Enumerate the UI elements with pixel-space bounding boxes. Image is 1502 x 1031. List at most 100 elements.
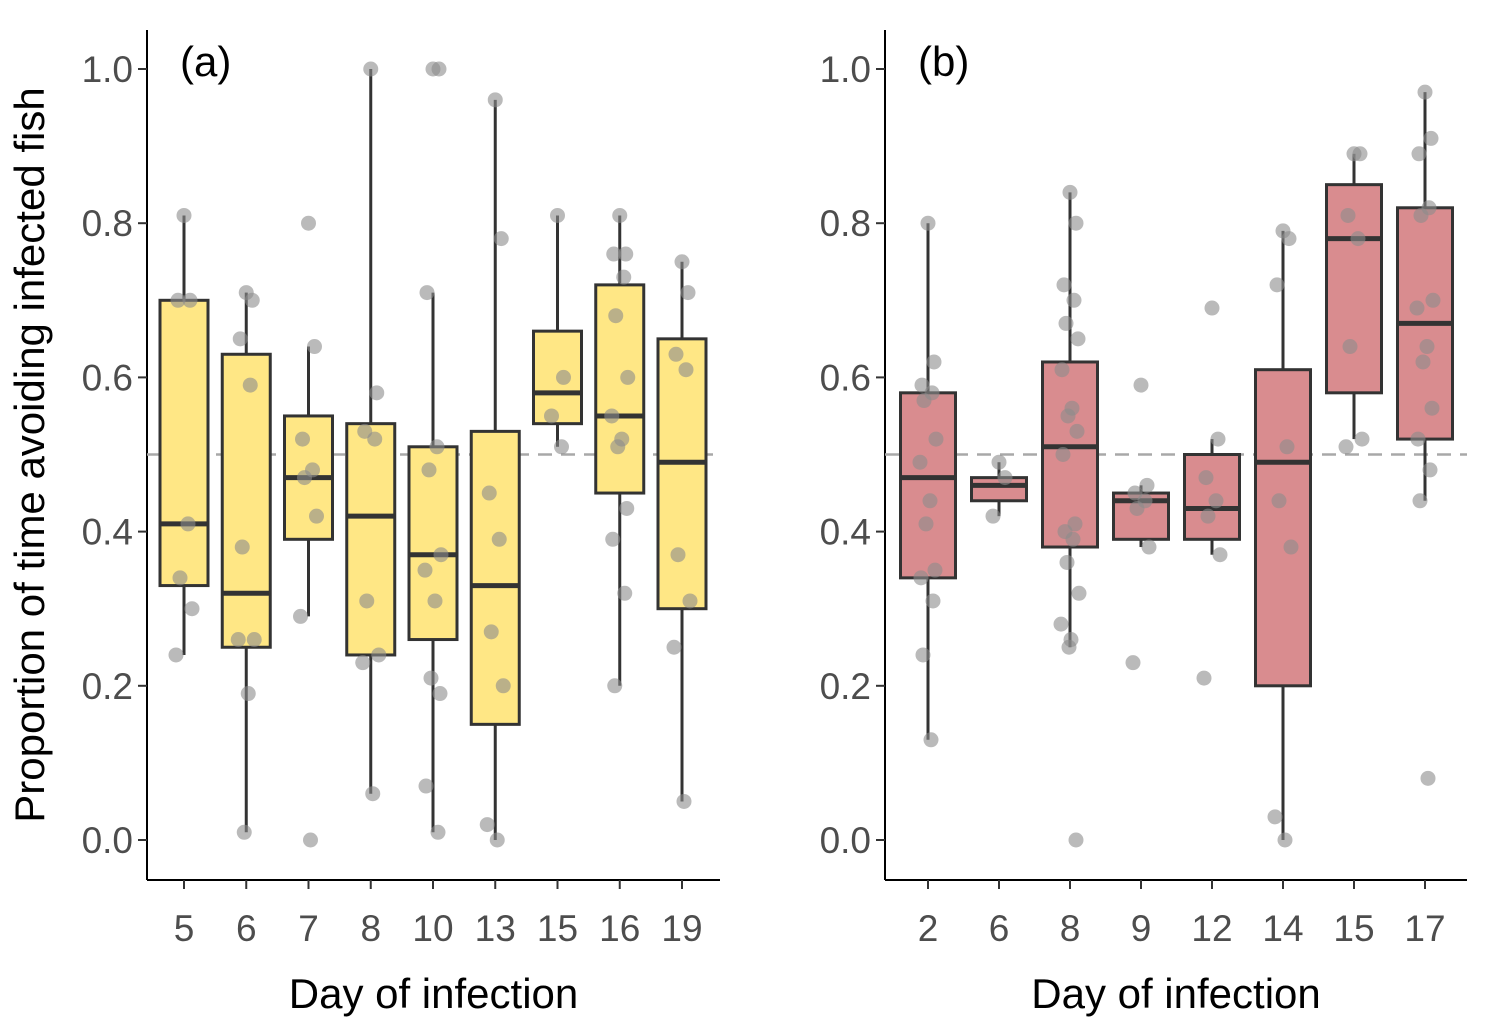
data-point [481,485,497,501]
panel-a: 0.0 0.2 0.4 0.6 0.8 1.0 5 6 7 8 10 13 15 16 19 Day of i… [82,30,720,1017]
data-point [1338,439,1354,455]
y-tick-label: 0.6 [82,357,133,398]
y-tick-label: 0.6 [820,357,871,398]
y-tick-label: 0.0 [82,820,133,861]
data-point [678,362,694,378]
data-point [1269,277,1285,293]
data-point [1283,539,1299,555]
data-point [1133,377,1149,393]
y-tick-label: 0.2 [820,666,871,707]
data-point [230,632,246,648]
data-point [1204,300,1220,316]
data-point [1196,670,1212,686]
data-point [1061,639,1077,655]
data-point [1139,477,1155,493]
data-point [1419,339,1435,355]
data-point [236,824,252,840]
y-tick-label: 0.0 [820,820,871,861]
data-point [1340,207,1356,223]
x-tick-label: 13 [475,908,516,949]
data-point [1354,431,1370,447]
x-tick-label: 12 [1191,908,1232,949]
data-point [180,516,196,532]
data-point [670,547,686,563]
box-10 [407,292,459,833]
box-8 [345,69,397,794]
data-point [1069,423,1085,439]
data-point [918,516,934,532]
data-point [421,462,437,478]
box-19 [656,261,708,802]
y-tick-label: 1.0 [82,49,133,90]
x-tick-label: 15 [1333,908,1374,949]
y-tick-label: 0.4 [820,512,871,553]
y-tick-label: 0.8 [82,203,133,244]
box-rect [220,352,272,649]
data-point [244,292,260,308]
data-point [1412,493,1428,509]
data-point [429,439,445,455]
data-point [920,215,936,231]
data-point [182,292,198,308]
data-point [922,493,938,509]
data-point [184,601,200,617]
data-point [1125,655,1141,671]
data-point [1277,832,1293,848]
box-6 [970,462,1028,517]
box-rect [345,422,397,657]
data-point [554,439,569,455]
data-point [1070,331,1086,347]
x-axis-title: Day of infection [1031,970,1321,1017]
data-point [668,346,684,362]
data-point [170,292,186,308]
box-14 [1254,230,1312,840]
data-point [1352,146,1368,162]
data-point [927,562,943,578]
data-point [1281,231,1297,247]
x-tick-label: 9 [1131,908,1152,949]
data-point [1053,616,1069,632]
box-rect [594,283,646,495]
data-point [489,832,505,848]
data-point [928,431,944,447]
data-point [303,832,318,848]
data-point [479,817,495,833]
data-point [1417,84,1433,100]
panel-label: (a) [180,38,231,85]
x-tick-label: 19 [661,908,702,949]
data-point [1271,493,1287,509]
data-point [925,593,941,609]
data-point [1279,439,1295,455]
data-point [619,500,635,516]
x-tick-label: 6 [989,908,1010,949]
x-tick-label: 2 [918,908,939,949]
box-rect [656,337,708,611]
data-point [607,678,623,694]
data-point [371,647,387,663]
data-point [1350,231,1366,247]
data-point [418,778,434,794]
data-point [240,686,256,702]
data-point [1410,431,1426,447]
box-2 [899,223,957,740]
data-point [301,215,316,231]
data-point [915,647,931,663]
data-point [997,470,1013,486]
data-point [612,207,628,223]
y-tick-label: 1.0 [820,49,871,90]
data-point [556,369,571,385]
data-point [682,593,698,609]
x-axis-title: Day of infection [289,970,579,1017]
data-point [1424,400,1440,416]
data-point [176,207,192,223]
data-point [168,647,184,663]
data-point [616,269,632,285]
box-6 [220,292,272,833]
y-tick-label: 0.8 [820,203,871,244]
data-point [297,470,312,486]
x-tick-label: 8 [1060,908,1081,949]
box-16 [594,215,646,686]
data-point [1415,354,1431,370]
data-point [550,207,565,223]
box-rect [158,298,210,588]
